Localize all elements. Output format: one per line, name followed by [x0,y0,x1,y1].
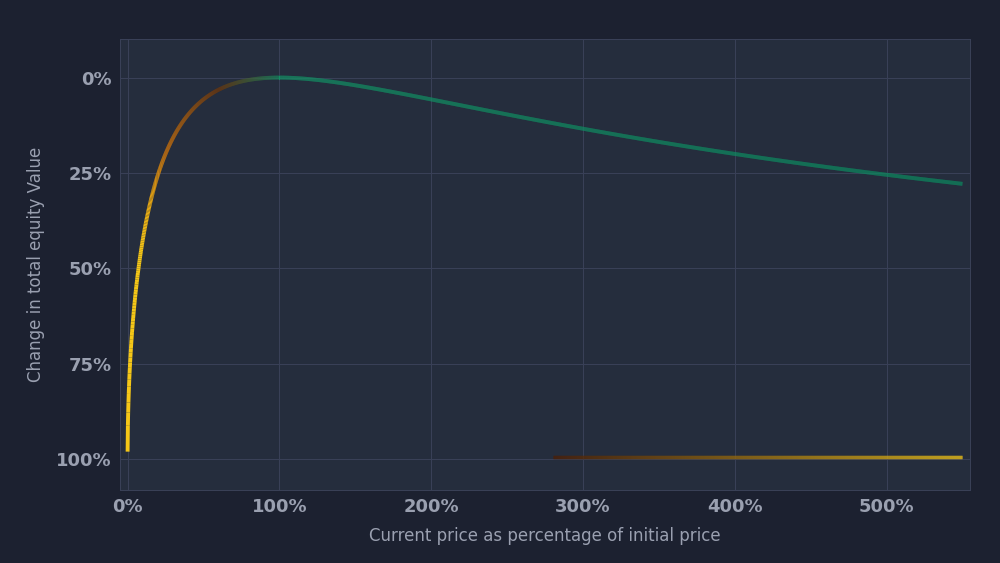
Y-axis label: Change in total equity Value: Change in total equity Value [27,147,45,382]
X-axis label: Current price as percentage of initial price: Current price as percentage of initial p… [369,528,721,545]
